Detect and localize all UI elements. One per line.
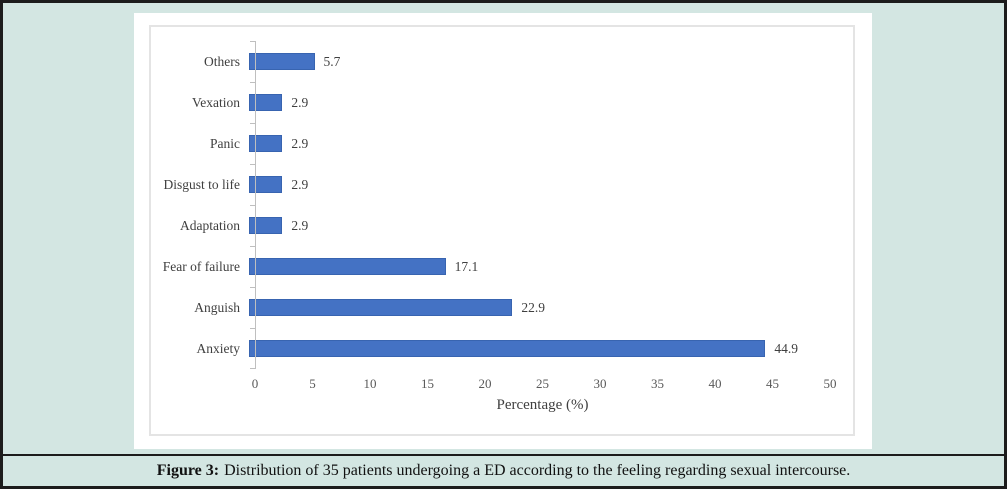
bar — [249, 135, 283, 152]
category-label: Others — [204, 53, 240, 69]
x-tick-label: 20 — [478, 376, 492, 391]
x-tick-label: 50 — [823, 376, 837, 391]
category-label: Anguish — [194, 299, 240, 315]
figure-caption-label: Figure 3: — [156, 462, 220, 479]
category-axis-tick — [250, 246, 255, 247]
bar-wrap: 44.9 — [248, 340, 853, 357]
x-tick-label: 0 — [251, 376, 259, 391]
chart-rows: Others 5.7 Vexation 2.9 Panic 2.9 Disgust to l… — [151, 41, 853, 369]
x-axis-title: Percentage (%) — [496, 397, 589, 413]
category-axis-line — [250, 41, 256, 369]
bar-wrap: 22.9 — [248, 299, 853, 316]
plot-content: Others 5.7 Vexation 2.9 Panic 2.9 Disgust to l… — [151, 27, 853, 434]
x-tick-label: 25 — [536, 376, 549, 391]
chart-row: Disgust to life 2.9 — [151, 164, 853, 205]
bar — [249, 258, 446, 275]
category-axis-tick — [250, 164, 255, 165]
bar — [249, 94, 283, 111]
category-axis-tick — [250, 205, 255, 206]
bar-wrap: 5.7 — [248, 53, 853, 70]
value-label: 2.9 — [291, 135, 309, 151]
bar-wrap: 2.9 — [248, 217, 853, 234]
chart-row: Anxiety 44.9 — [151, 328, 853, 369]
chart-row: Fear of failure 17.1 — [151, 246, 853, 287]
x-axis-label-row: Percentage (%) — [151, 396, 853, 420]
category-axis-tick — [250, 82, 255, 83]
bar-wrap: 17.1 — [248, 258, 853, 275]
value-label: 17.1 — [454, 258, 479, 274]
bar-wrap: 2.9 — [248, 94, 853, 111]
bar — [249, 53, 315, 70]
x-tick-label: 45 — [766, 376, 779, 391]
category-axis-tick — [250, 287, 255, 288]
category-label: Adaptation — [180, 217, 240, 233]
bar — [249, 299, 513, 316]
chart-row: Anguish 22.9 — [151, 287, 853, 328]
figure-caption: Figure 3: Distribution of 35 patients un… — [3, 454, 1004, 486]
category-label: Vexation — [192, 94, 240, 110]
x-tick-label: 35 — [651, 376, 664, 391]
plot-area-border: Others 5.7 Vexation 2.9 Panic 2.9 Disgust to l… — [149, 25, 855, 436]
bar — [249, 217, 283, 234]
bar — [249, 176, 283, 193]
value-label: 2.9 — [291, 94, 309, 110]
category-axis-tick — [250, 41, 255, 42]
category-label: Fear of failure — [162, 258, 240, 274]
bar-wrap: 2.9 — [248, 135, 853, 152]
value-label: 2.9 — [291, 176, 309, 192]
bar-wrap: 2.9 — [248, 176, 853, 193]
category-axis-tick — [250, 368, 255, 369]
chart-row: Adaptation 2.9 — [151, 205, 853, 246]
bar — [249, 340, 766, 357]
x-tick-label: 30 — [593, 376, 607, 391]
value-label: 5.7 — [323, 53, 341, 69]
chart-row: Vexation 2.9 — [151, 82, 853, 123]
x-tick-label: 5 — [309, 376, 316, 391]
category-axis-tick — [250, 123, 255, 124]
value-label: 44.9 — [774, 340, 798, 356]
category-label: Disgust to life — [163, 176, 241, 192]
category-label: Panic — [210, 135, 240, 151]
category-label: Anxiety — [196, 340, 241, 356]
x-tick-label: 10 — [363, 376, 377, 391]
category-axis-tick — [250, 328, 255, 329]
chart-row: Others 5.7 — [151, 41, 853, 82]
value-label: 2.9 — [291, 217, 309, 233]
x-axis-ticks: 0 5 10 15 20 25 30 35 40 45 50 — [151, 369, 853, 396]
chart-panel: Others 5.7 Vexation 2.9 Panic 2.9 Disgust to l… — [134, 13, 872, 449]
chart-row: Panic 2.9 — [151, 123, 853, 164]
x-tick-label: 15 — [421, 376, 434, 391]
value-label: 22.9 — [521, 299, 545, 315]
chart-region: Others 5.7 Vexation 2.9 Panic 2.9 Disgust to l… — [3, 3, 1004, 454]
x-tick-label: 40 — [708, 376, 722, 391]
figure-caption-text: Distribution of 35 patients undergoing a… — [224, 462, 851, 479]
